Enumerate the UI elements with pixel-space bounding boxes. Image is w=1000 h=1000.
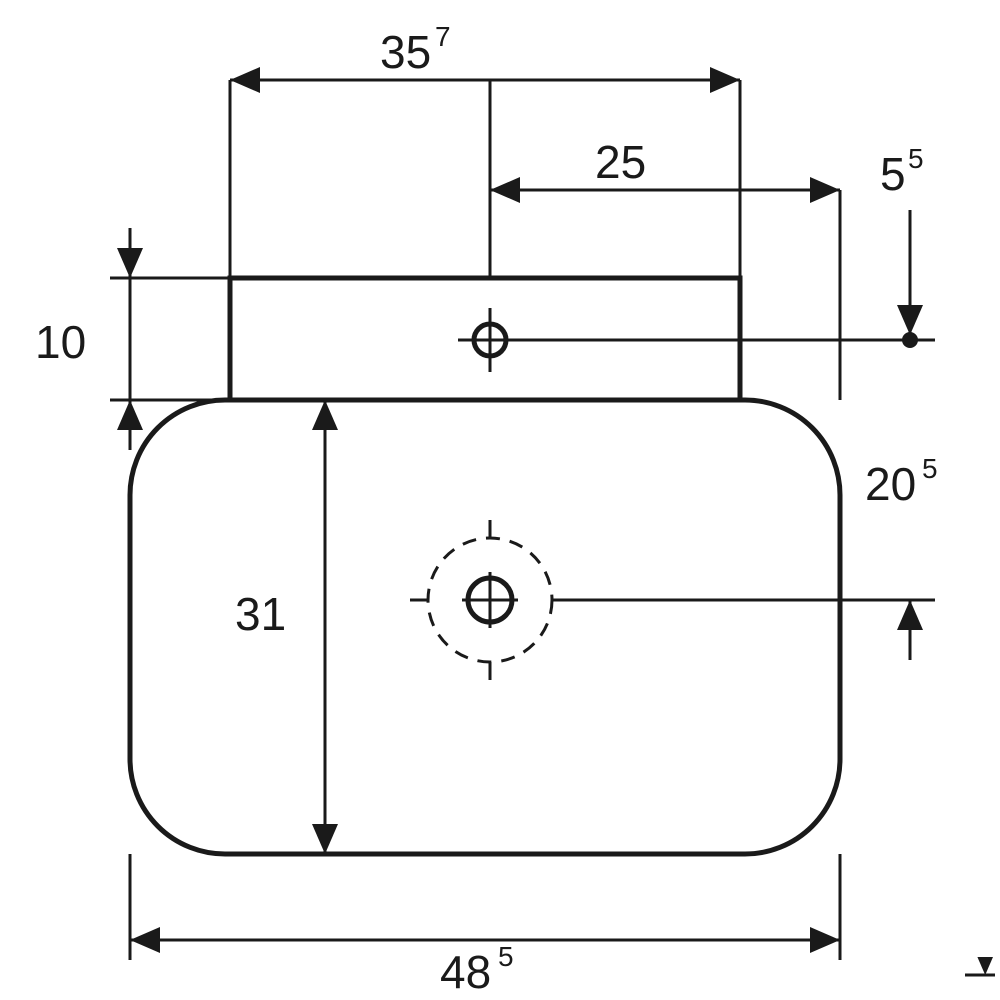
dim-31: 31 (235, 400, 338, 854)
dim-10: 10 (35, 228, 143, 450)
dim-31-value: 31 (235, 588, 286, 640)
dim-485-value: 48 (440, 946, 491, 998)
dim-55-sup: 5 (908, 143, 924, 174)
dim-55-value: 5 (880, 148, 906, 200)
svg-text:31: 31 (235, 588, 286, 640)
dim-10-value: 10 (35, 316, 86, 368)
svg-text:25: 25 (595, 136, 646, 188)
svg-text:10: 10 (35, 316, 86, 368)
svg-text:5: 5 (498, 941, 514, 972)
dim-205-sup: 5 (922, 453, 938, 484)
dim-485-sup: 5 (498, 941, 514, 972)
svg-text:20: 20 (865, 458, 916, 510)
svg-text:7: 7 (435, 21, 451, 52)
svg-text:5: 5 (922, 453, 938, 484)
dim-205: 20 5 (865, 453, 938, 660)
svg-text:5: 5 (908, 143, 924, 174)
svg-text:48: 48 (440, 946, 491, 998)
dim-357-value: 35 (380, 26, 431, 78)
corner-mark (965, 957, 995, 975)
dim-357-sup: 7 (435, 21, 451, 52)
dim-205-value: 20 (865, 458, 916, 510)
dim-485: 48 5 (130, 927, 840, 998)
dim-55: 5 5 (880, 143, 924, 348)
dim-357: 35 7 (230, 21, 740, 93)
drain-hole (410, 520, 570, 680)
svg-text:5: 5 (880, 148, 906, 200)
dim-25: 25 (490, 136, 840, 203)
technical-drawing: 35 7 25 5 5 20 5 10 31 (0, 0, 1000, 1000)
svg-text:35: 35 (380, 26, 431, 78)
dim-25-value: 25 (595, 136, 646, 188)
